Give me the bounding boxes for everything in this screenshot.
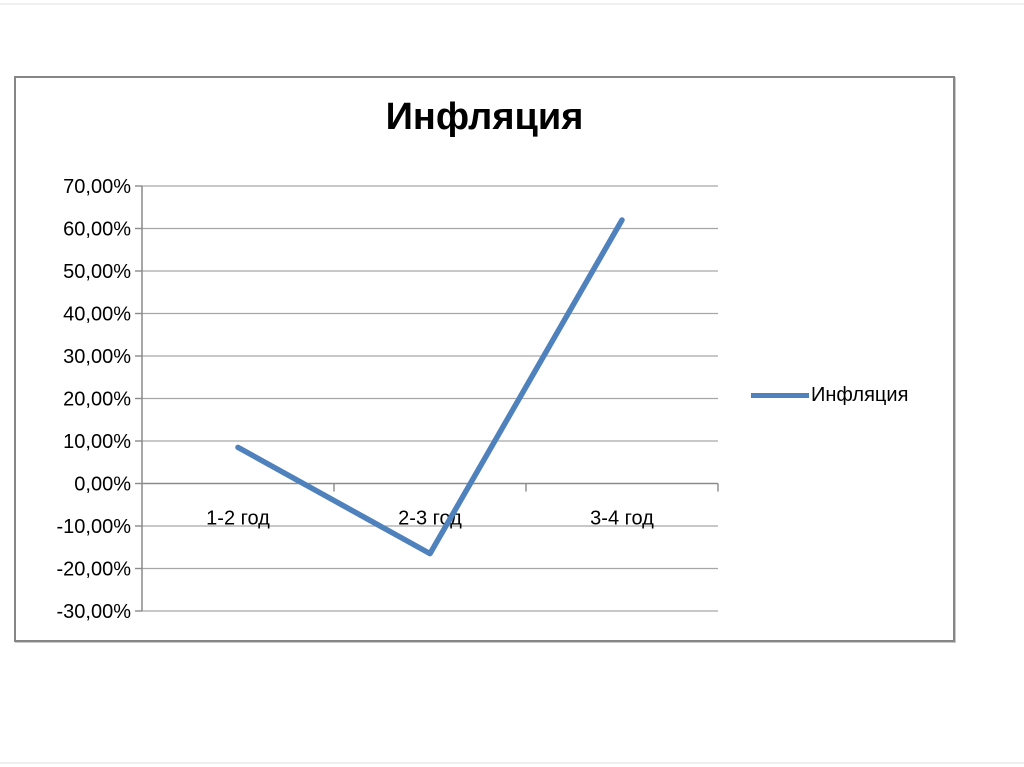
chart-frame: Инфляция 70,00% 60,00% 50,00% 40,00% 30,00% 2…: [14, 76, 955, 642]
y-tick-label: 50,00%: [63, 261, 131, 283]
y-tick-label: -30,00%: [57, 601, 132, 623]
x-category-label: 1-2 год: [206, 508, 270, 530]
legend: Инфляция: [751, 384, 908, 407]
series-line: [235, 217, 625, 557]
y-tick-label: 30,00%: [63, 346, 131, 368]
y-tick-label: -20,00%: [57, 559, 132, 581]
y-tick-label: 40,00%: [63, 304, 131, 326]
legend-series-label: Инфляция: [811, 384, 909, 406]
bottom-divider: [0, 762, 1024, 764]
y-tick-label: -10,00%: [57, 516, 132, 538]
top-divider: [0, 3, 1024, 5]
y-tick-label: 60,00%: [63, 219, 131, 241]
y-tick-label: 10,00%: [63, 431, 131, 453]
legend-line-swatch: [751, 393, 809, 398]
y-tick-label: 0,00%: [74, 474, 131, 496]
plot-area: 70,00% 60,00% 50,00% 40,00% 30,00% 20,00% 10,0…: [57, 176, 719, 623]
chart-title: Инфляция: [385, 96, 584, 138]
y-tick-label: 20,00%: [63, 389, 131, 411]
x-category-label: 3-4 год: [590, 508, 654, 530]
y-tick-label: 70,00%: [63, 176, 131, 198]
